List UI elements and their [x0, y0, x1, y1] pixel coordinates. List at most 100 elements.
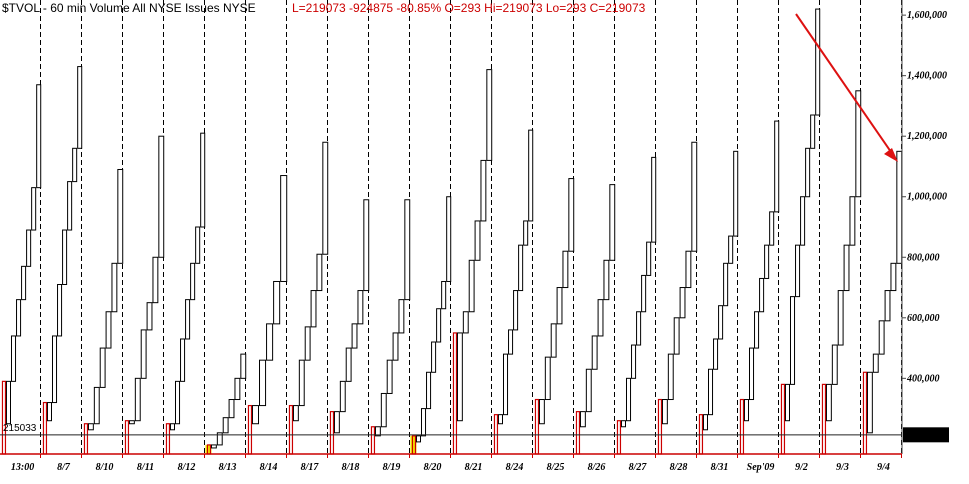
step-bar: [591, 335, 598, 370]
step-bar: [849, 196, 856, 246]
step-bar: [251, 405, 260, 425]
step-bar: [673, 317, 680, 355]
time-tick-label-13: 8/25: [547, 462, 565, 473]
step-bar: [16, 299, 22, 337]
step-bar: [357, 290, 364, 325]
step-bar: [743, 399, 749, 422]
step-bar: [31, 187, 37, 231]
step-bar: [67, 181, 73, 231]
step-bar: [351, 323, 358, 349]
session-5: [205, 0, 247, 455]
time-tick-label-3: 8/11: [137, 462, 154, 473]
time-tick-label-16: 8/28: [670, 462, 688, 473]
step-bar: [513, 290, 519, 331]
time-tick-label-18: Sep'09: [747, 462, 775, 473]
step-bar: [222, 417, 229, 434]
step-bar: [128, 420, 135, 425]
step-bar: [878, 320, 885, 355]
time-tick-label-1: 8/7: [57, 462, 71, 473]
step-bar: [228, 399, 235, 419]
session-14: [575, 0, 616, 455]
step-bar: [486, 69, 493, 161]
highlight-bar: [205, 444, 212, 454]
step-bar: [810, 114, 816, 149]
step-bar: [890, 262, 897, 292]
step-bar: [46, 402, 52, 422]
step-bar: [497, 414, 503, 425]
step-bar: [174, 380, 181, 425]
time-tick-label-17: 8/31: [711, 462, 729, 473]
chart-title: $TVOL - 60 min Volume All NYSE Issues NY…: [2, 1, 256, 15]
step-bar: [568, 178, 575, 252]
step-bar: [707, 368, 714, 416]
step-bar: [866, 371, 873, 434]
time-tick-label-14: 8/26: [588, 462, 606, 473]
step-bar: [333, 411, 340, 434]
step-bar: [579, 411, 586, 428]
step-bar: [784, 383, 790, 422]
step-bar: [625, 377, 632, 422]
session-20: [821, 0, 862, 455]
arrow-head: [884, 148, 898, 162]
step-bar: [99, 347, 106, 388]
step-bar: [679, 287, 686, 319]
step-bar: [280, 175, 288, 282]
step-bar: [62, 229, 68, 286]
step-bar: [805, 147, 811, 198]
step-bar: [609, 184, 616, 261]
step-bar: [855, 90, 862, 198]
step-bar: [210, 444, 217, 449]
step-bar: [259, 359, 267, 407]
time-tick-label-5: 8/13: [219, 462, 237, 473]
step-bar: [21, 265, 27, 301]
step-bar: [339, 380, 346, 413]
step-bar: [5, 380, 11, 425]
step-bar: [723, 262, 729, 307]
step-bar: [234, 377, 241, 401]
step-bar: [641, 274, 647, 313]
reference-label: 215033: [3, 423, 37, 434]
time-tick-label-6: 8/14: [260, 462, 278, 473]
step-bar: [93, 386, 100, 425]
time-axis: 13:00 8/7 8/10 8/11 8/12 8/13 8/14 8/17 8/18 8/19…: [11, 454, 902, 473]
session-7: [288, 0, 329, 455]
time-tick-label-2: 8/10: [96, 462, 114, 473]
session-12: [493, 0, 534, 455]
step-bar: [528, 129, 534, 222]
step-bar: [111, 262, 118, 313]
step-bar: [518, 244, 524, 292]
step-bar: [748, 347, 755, 401]
price-tick-label-3: 1,000,000: [907, 192, 947, 203]
step-bar: [105, 311, 112, 349]
step-bar: [843, 244, 850, 292]
step-bar: [620, 420, 626, 428]
step-bar: [316, 253, 323, 292]
session-6: [247, 0, 288, 455]
step-bar: [556, 287, 563, 325]
step-bar: [651, 156, 657, 243]
step-bar: [544, 356, 551, 401]
step-bar: [436, 308, 442, 343]
price-tick-label-6: 1,600,000: [907, 10, 947, 21]
time-tick-label-12: 8/24: [506, 462, 524, 473]
step-bar: [441, 280, 447, 310]
time-tick-label-0: 13:00: [11, 462, 34, 473]
step-bar: [636, 311, 642, 346]
session-13: [534, 0, 575, 455]
step-bar: [896, 150, 903, 264]
session-1: [42, 0, 83, 455]
step-bar: [26, 229, 32, 267]
step-bar: [795, 244, 801, 298]
session-17: [698, 0, 739, 455]
step-bar: [631, 344, 637, 379]
step-bar: [216, 432, 223, 446]
step-bar: [117, 168, 124, 264]
step-bar: [754, 311, 760, 349]
step-bar: [398, 299, 405, 334]
step-bar: [57, 284, 63, 337]
session-18: [739, 0, 780, 455]
price-axis: 400,000 600,000 800,000 1,000,000 1,200,000 1…: [902, 10, 947, 384]
step-bar: [789, 296, 796, 385]
step-bar: [190, 262, 196, 301]
